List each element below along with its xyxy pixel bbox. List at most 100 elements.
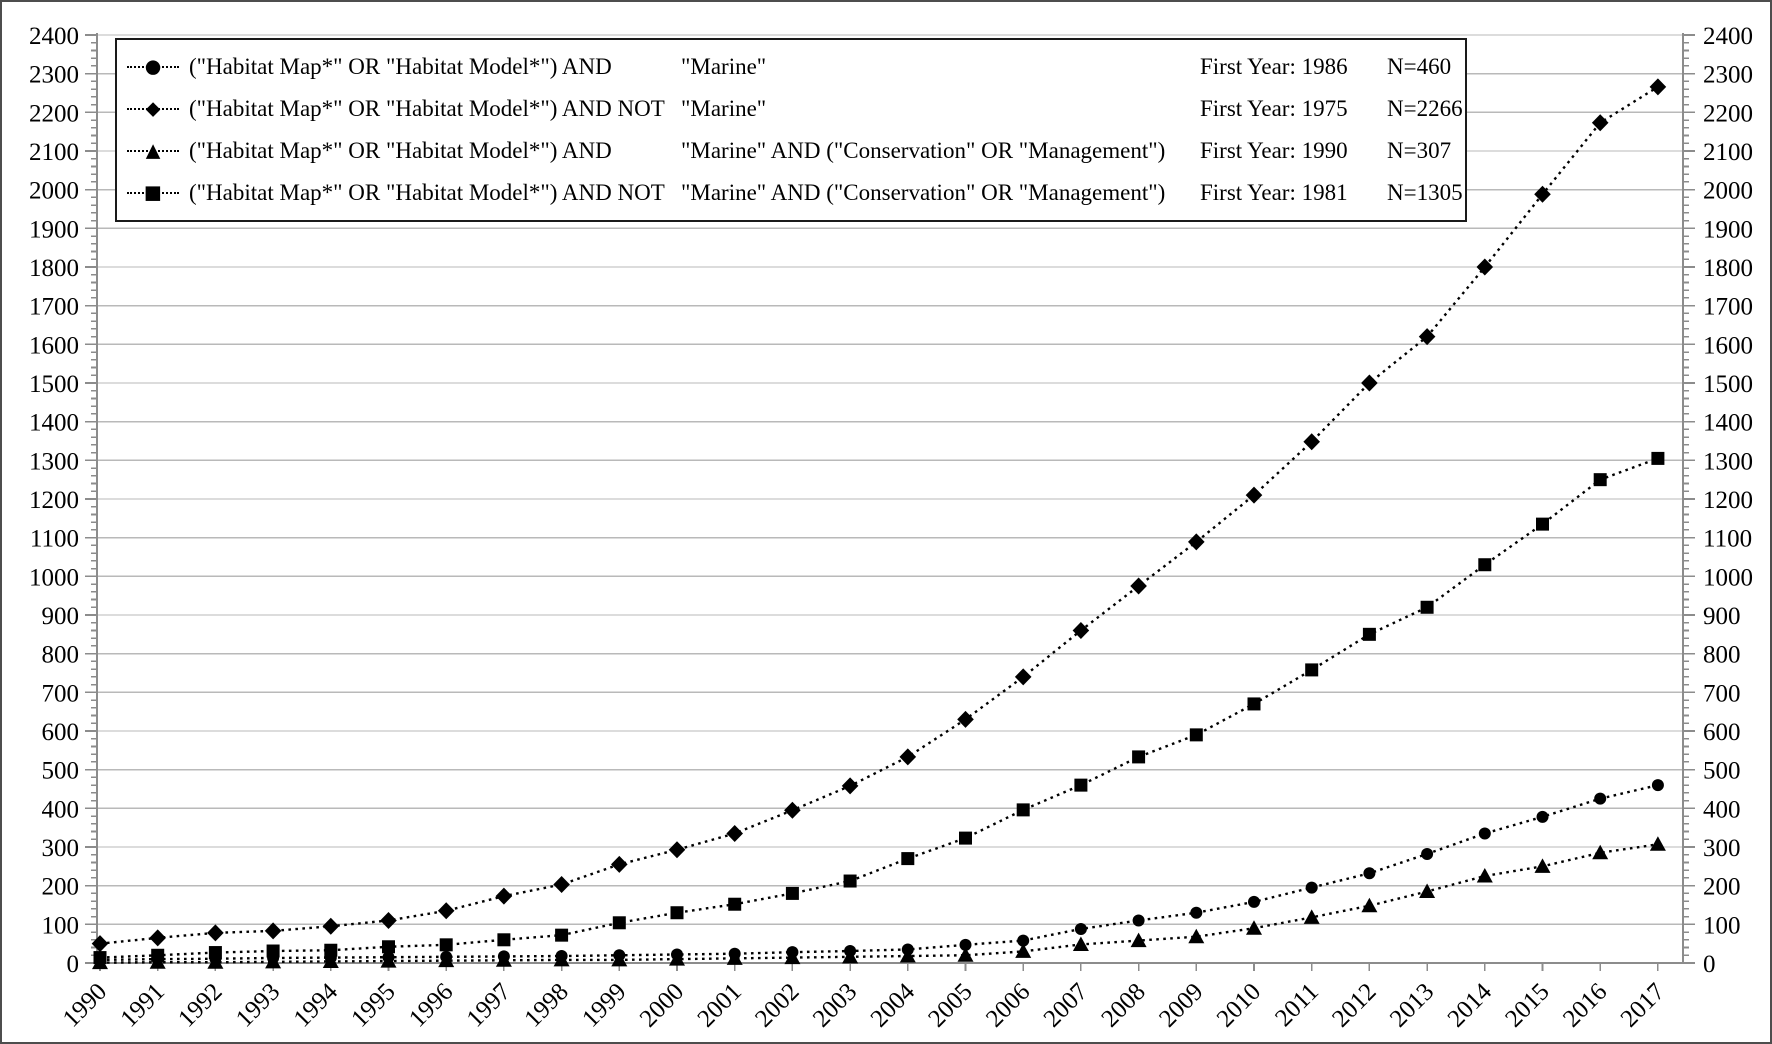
y-tick-label-right: 1900 (1703, 216, 1753, 243)
diamond-marker (899, 748, 917, 766)
series-diamond (91, 78, 1667, 953)
circle-marker (1305, 881, 1318, 894)
square-marker (1074, 778, 1088, 792)
square-marker (1536, 517, 1549, 531)
y-tick-label-left: 400 (42, 796, 80, 823)
triangle-marker (1130, 932, 1147, 948)
y-tick-label-right: 400 (1703, 796, 1741, 823)
square-marker (959, 831, 972, 845)
y-tick-label-right: 700 (1703, 680, 1741, 707)
x-tick-label: 1990 (58, 978, 112, 1032)
x-tick-label: 2002 (750, 978, 804, 1032)
diamond-marker (1361, 374, 1378, 392)
square-marker (439, 938, 453, 952)
y-tick-label-left: 200 (42, 874, 80, 901)
square-marker (1189, 728, 1203, 742)
square-marker (1016, 803, 1030, 817)
y-tick-label-right: 1500 (1703, 371, 1753, 398)
series-line (99, 457, 1659, 959)
y-tick-label-left: 2200 (29, 100, 79, 127)
diamond-marker (1534, 185, 1551, 203)
y-tick-label-left: 1000 (29, 564, 79, 591)
legend-first-year: First Year: 1990 (1200, 137, 1348, 163)
diamond-marker (1476, 258, 1494, 276)
square-marker (324, 943, 338, 957)
legend-query-prefix: ("Habitat Map*" OR "Habitat Model*") AND (189, 53, 612, 79)
y-tick-label-left: 0 (67, 951, 80, 978)
y-tick-label-left: 1900 (29, 216, 79, 243)
y-tick-label-right: 500 (1703, 758, 1741, 785)
diamond-marker (380, 911, 397, 929)
circle-marker (1248, 895, 1260, 908)
triangle-marker (784, 949, 801, 965)
x-tick-label: 2016 (1558, 978, 1612, 1032)
triangle-marker (553, 951, 570, 967)
triangle-marker (611, 951, 628, 967)
square-marker (728, 897, 742, 911)
legend-n-count: N=460 (1387, 53, 1452, 79)
legend-row-marine-conservation: ▲ ("Habitat Map*" OR "Habitat Model*") A… (117, 137, 1465, 163)
square-marker (1132, 750, 1146, 764)
y-tick-label-left: 2400 (29, 23, 79, 50)
series-square (93, 451, 1665, 965)
x-tick-label: 2003 (808, 978, 862, 1032)
y-tick-label-right: 2400 (1703, 23, 1753, 50)
circle-marker (1536, 810, 1549, 823)
circle-marker-icon: ● (127, 57, 179, 76)
x-tick-label: 2001 (692, 978, 746, 1032)
y-tick-label-left: 2100 (29, 139, 79, 166)
y-tick-label-left: 1400 (29, 410, 79, 437)
diamond-marker (1649, 78, 1667, 96)
y-tick-label-right: 800 (1703, 642, 1741, 669)
circle-marker (1421, 847, 1434, 860)
y-tick-label-right: 900 (1703, 603, 1741, 630)
diamond-marker (495, 887, 513, 905)
diamond-marker (841, 777, 859, 795)
legend-query-suffix: "Marine" AND ("Conservation" OR "Managem… (681, 137, 1166, 163)
square-marker (1305, 663, 1319, 677)
diamond-marker (264, 922, 282, 940)
y-tick-label-left: 1100 (30, 526, 79, 553)
x-tick-label: 2012 (1327, 978, 1381, 1032)
y-tick-label-right: 100 (1703, 912, 1741, 939)
series-line (99, 85, 1659, 945)
square-marker (1362, 627, 1376, 641)
triangle-marker (899, 948, 916, 963)
circle-marker (1074, 922, 1087, 935)
triangle-marker (726, 950, 743, 965)
x-tick-label: 1993 (231, 978, 285, 1032)
x-tick-label: 1992 (173, 978, 227, 1032)
x-tick-label: 2011 (1270, 978, 1324, 1032)
circle-marker (1190, 906, 1203, 919)
y-tick-label-left: 1800 (29, 255, 79, 282)
triangle-marker (1649, 836, 1666, 851)
diamond-marker (784, 801, 801, 819)
square-marker (208, 946, 222, 960)
series-triangle (92, 836, 1666, 970)
square-marker (266, 944, 280, 958)
legend-first-year: First Year: 1986 (1200, 53, 1348, 79)
y-tick-label-left: 2300 (29, 62, 79, 89)
y-tick-label-left: 500 (42, 758, 80, 785)
square-marker (555, 928, 569, 942)
diamond-marker (1130, 577, 1147, 595)
y-tick-label-left: 600 (42, 719, 80, 746)
square-marker (1478, 558, 1492, 572)
y-tick-label-right: 2300 (1703, 62, 1753, 89)
x-tick-label: 1999 (577, 978, 631, 1032)
triangle-marker (842, 948, 859, 964)
square-marker (1247, 697, 1261, 711)
circle-marker (1363, 867, 1376, 880)
x-tick-label: 2014 (1443, 978, 1498, 1033)
triangle-marker-icon: ▲ (127, 141, 179, 160)
legend-row-not-marine-conservation: ■ ("Habitat Map*" OR "Habitat Model*") A… (117, 180, 1465, 205)
x-tick-label: 1994 (289, 978, 344, 1033)
x-tick-label: 2015 (1500, 978, 1554, 1032)
diamond-marker (322, 917, 340, 935)
diamond-marker (957, 710, 974, 728)
diamond-marker (1072, 621, 1090, 639)
square-marker (151, 948, 165, 962)
x-tick-label: 1996 (404, 978, 458, 1032)
triangle-marker (265, 953, 282, 969)
